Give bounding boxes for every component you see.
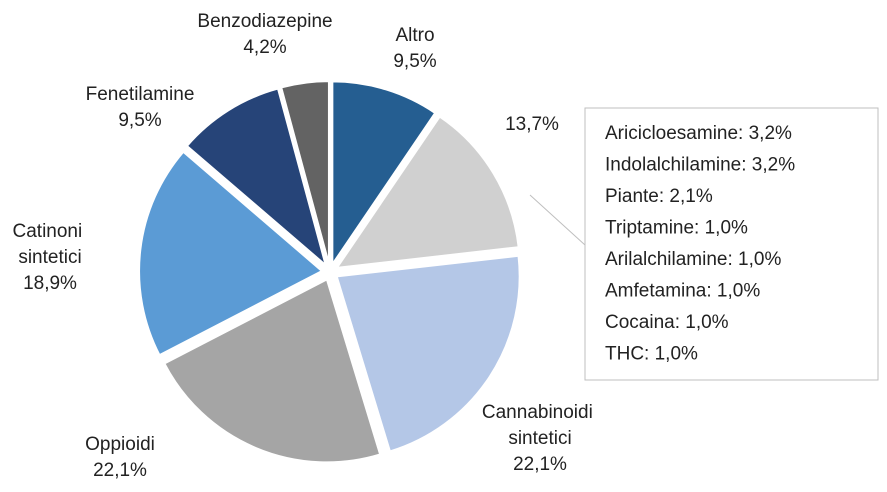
breakdown-item: Arilalchilamine: 1,0%	[605, 249, 781, 270]
pie-slice	[279, 80, 330, 265]
slice-label-line: Altro	[395, 25, 434, 46]
slice-label: Altro	[395, 25, 434, 46]
pie-slice	[163, 277, 382, 464]
pie-slice	[185, 87, 328, 269]
slice-label: Benzodiazepine	[197, 11, 332, 32]
pie-slice	[335, 254, 521, 453]
breakdown-item: Indolalchilamine: 3,2%	[605, 155, 795, 176]
slice-value: 9,5%	[393, 51, 436, 72]
breakdown-item: Piante: 2,1%	[605, 186, 713, 207]
slice-label-line: Benzodiazepine	[197, 11, 332, 32]
breakdown-item: Aricicloesamine: 3,2%	[605, 123, 792, 144]
slice-label-line: sintetici	[18, 247, 81, 268]
slice-label-line: Cannabinoidi	[482, 402, 598, 423]
slice-label-line: Oppioidi	[85, 434, 155, 455]
leader-line	[529, 194, 586, 246]
pie-slice	[334, 115, 520, 270]
slice-label-line: Fenetilamine	[86, 84, 195, 105]
slice-value: 18,9%	[23, 273, 77, 294]
slice-label: Cannabinoidi sintetici	[482, 402, 598, 449]
slice-value: 22,1%	[93, 460, 147, 481]
slice-label-line: Catinoni	[13, 221, 88, 242]
slice-value: 4,2%	[243, 37, 286, 58]
slice-value: 22,1%	[513, 454, 567, 475]
breakdown-item: Cocaina: 1,0%	[605, 312, 729, 333]
breakdown-item: Triptamine: 1,0%	[605, 218, 748, 239]
slice-value: 9,5%	[118, 110, 161, 131]
slice-label: Oppioidi	[85, 434, 155, 455]
slice-label: Catinoni sintetici	[13, 221, 88, 268]
pie-slice	[331, 80, 437, 268]
breakdown-item: Amfetamina: 1,0%	[605, 281, 760, 302]
slice-label-line: sintetici	[508, 428, 571, 449]
pie-slice	[138, 150, 324, 357]
slice-label: Fenetilamine	[86, 84, 195, 105]
breakdown-item: THC: 1,0%	[605, 344, 698, 365]
slice-value: 13,7%	[505, 114, 559, 135]
breakdown-box	[584, 107, 879, 381]
